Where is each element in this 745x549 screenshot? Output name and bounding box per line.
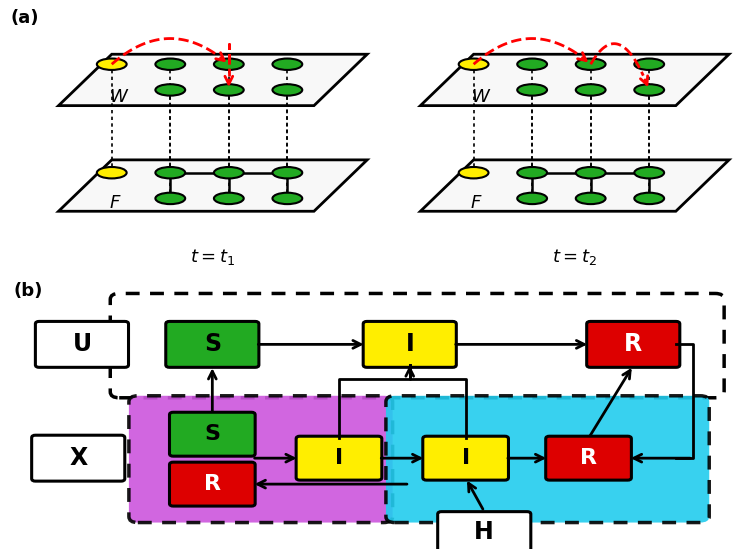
- FancyBboxPatch shape: [296, 436, 381, 480]
- Ellipse shape: [576, 167, 606, 178]
- FancyBboxPatch shape: [170, 412, 255, 456]
- Ellipse shape: [576, 84, 606, 96]
- Ellipse shape: [214, 193, 244, 204]
- Ellipse shape: [273, 84, 302, 96]
- Ellipse shape: [634, 59, 664, 70]
- Text: F: F: [109, 194, 119, 212]
- Ellipse shape: [273, 193, 302, 204]
- Polygon shape: [420, 54, 729, 105]
- Ellipse shape: [517, 193, 547, 204]
- Ellipse shape: [576, 59, 606, 70]
- FancyBboxPatch shape: [422, 436, 508, 480]
- Ellipse shape: [156, 59, 186, 70]
- Text: S: S: [204, 424, 221, 444]
- Text: W: W: [471, 88, 489, 106]
- Ellipse shape: [517, 167, 547, 178]
- Ellipse shape: [97, 167, 127, 178]
- Text: I: I: [335, 448, 343, 468]
- Text: I: I: [405, 332, 414, 356]
- Ellipse shape: [97, 59, 127, 70]
- Ellipse shape: [156, 84, 186, 96]
- FancyBboxPatch shape: [36, 321, 129, 367]
- Ellipse shape: [459, 167, 489, 178]
- FancyBboxPatch shape: [438, 512, 530, 549]
- FancyBboxPatch shape: [129, 396, 393, 523]
- FancyBboxPatch shape: [545, 436, 631, 480]
- Ellipse shape: [273, 59, 302, 70]
- Text: R: R: [624, 332, 642, 356]
- Polygon shape: [59, 54, 367, 105]
- Text: U: U: [72, 332, 92, 356]
- Ellipse shape: [634, 193, 664, 204]
- Ellipse shape: [214, 84, 244, 96]
- Ellipse shape: [214, 59, 244, 70]
- Text: S: S: [204, 332, 221, 356]
- Polygon shape: [59, 160, 367, 211]
- Text: (b): (b): [13, 282, 42, 300]
- Text: $t = t_2$: $t = t_2$: [552, 247, 597, 267]
- Ellipse shape: [156, 193, 186, 204]
- Ellipse shape: [214, 167, 244, 178]
- Text: I: I: [462, 448, 469, 468]
- Text: R: R: [580, 448, 597, 468]
- Ellipse shape: [634, 167, 664, 178]
- FancyBboxPatch shape: [587, 321, 679, 367]
- Text: R: R: [204, 474, 221, 494]
- Ellipse shape: [156, 167, 186, 178]
- FancyBboxPatch shape: [32, 435, 125, 481]
- FancyBboxPatch shape: [364, 321, 456, 367]
- Ellipse shape: [634, 84, 664, 96]
- FancyBboxPatch shape: [386, 396, 709, 523]
- Ellipse shape: [517, 84, 547, 96]
- Text: F: F: [471, 194, 481, 212]
- Text: (a): (a): [10, 9, 39, 26]
- Polygon shape: [420, 160, 729, 211]
- Ellipse shape: [459, 59, 489, 70]
- Text: X: X: [69, 446, 87, 470]
- FancyBboxPatch shape: [170, 462, 255, 506]
- Text: H: H: [475, 519, 494, 544]
- Ellipse shape: [273, 167, 302, 178]
- Text: $t = t_1$: $t = t_1$: [190, 247, 235, 267]
- Ellipse shape: [576, 193, 606, 204]
- Text: W: W: [109, 88, 127, 106]
- Ellipse shape: [517, 59, 547, 70]
- FancyBboxPatch shape: [166, 321, 259, 367]
